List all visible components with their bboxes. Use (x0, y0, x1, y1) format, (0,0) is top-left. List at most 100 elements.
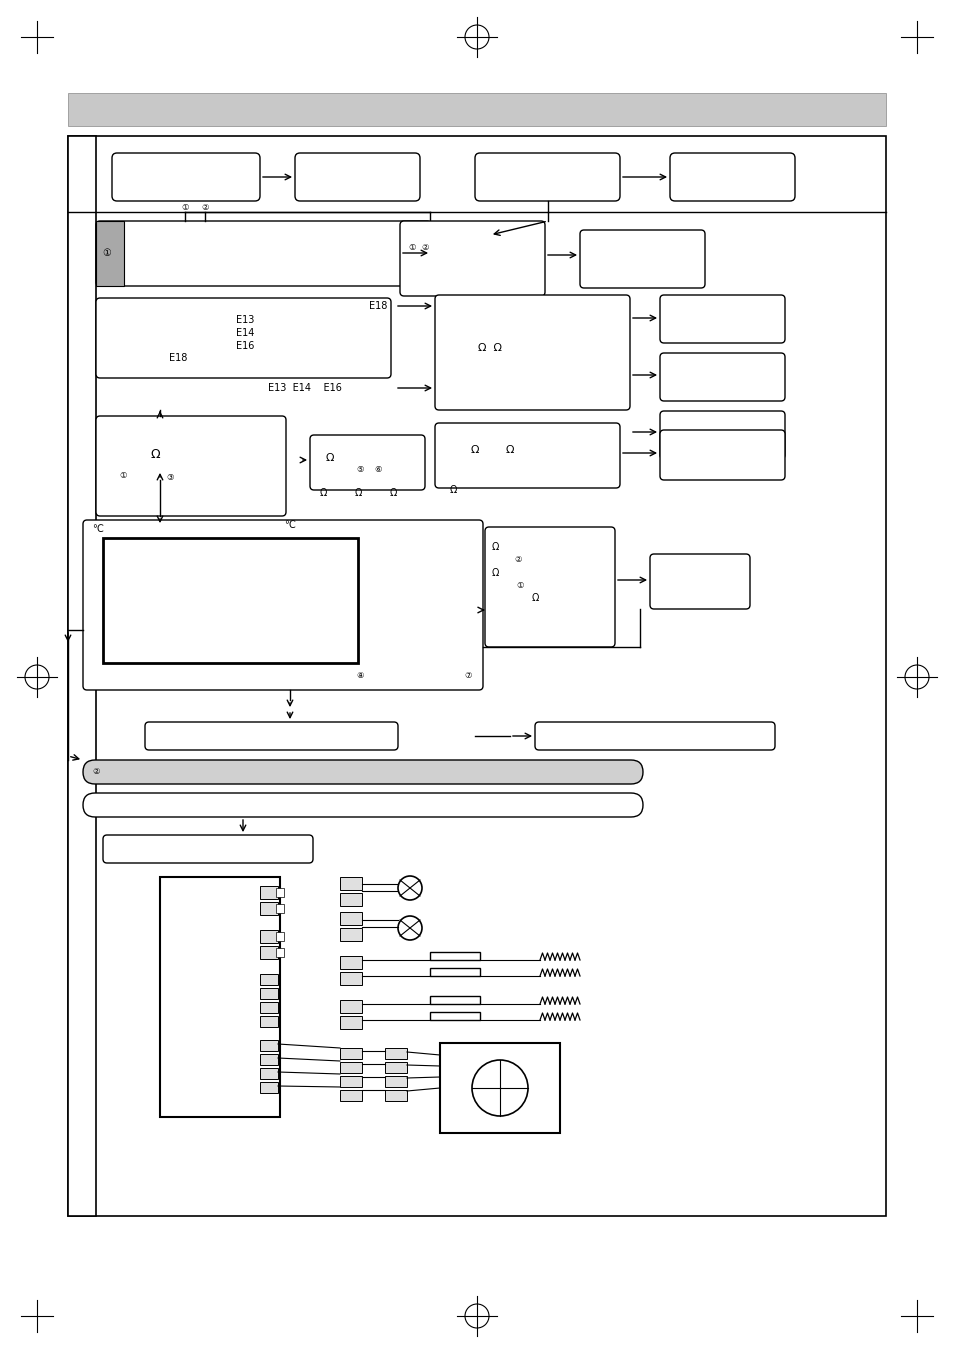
Bar (385, 1062, 407, 1073)
Text: ①: ① (181, 203, 189, 211)
Bar (260, 886, 277, 898)
Text: ①: ① (408, 242, 416, 252)
FancyBboxPatch shape (96, 221, 431, 285)
Bar (339, 912, 361, 925)
Text: ℃: ℃ (284, 520, 295, 530)
Bar (339, 1076, 361, 1086)
FancyBboxPatch shape (659, 295, 784, 344)
Text: ②: ② (92, 767, 100, 777)
FancyBboxPatch shape (579, 230, 704, 288)
FancyBboxPatch shape (659, 411, 784, 459)
FancyBboxPatch shape (435, 423, 619, 488)
Bar (260, 930, 277, 943)
Text: Ω: Ω (470, 445, 478, 455)
Bar (339, 928, 361, 940)
FancyBboxPatch shape (669, 153, 794, 202)
Text: Ω: Ω (505, 445, 514, 455)
FancyBboxPatch shape (659, 353, 784, 400)
Bar (430, 953, 479, 961)
FancyBboxPatch shape (649, 553, 749, 609)
Text: Ω: Ω (449, 484, 456, 495)
Bar (339, 957, 361, 969)
Bar (68, 137, 885, 1216)
Text: E18: E18 (369, 300, 387, 311)
Bar (430, 996, 479, 1004)
Text: E14: E14 (235, 327, 253, 338)
Text: E13  E14    E16: E13 E14 E16 (268, 383, 341, 392)
Bar (275, 904, 284, 913)
Text: Ω: Ω (325, 453, 334, 463)
FancyBboxPatch shape (484, 528, 615, 647)
Text: ②: ② (421, 242, 428, 252)
FancyBboxPatch shape (475, 153, 619, 202)
Text: Ω: Ω (389, 488, 396, 498)
Text: E16: E16 (235, 341, 253, 350)
Bar (260, 1068, 277, 1078)
Text: Ω  Ω: Ω Ω (477, 344, 501, 353)
Text: ℃: ℃ (92, 524, 103, 534)
Bar (260, 1040, 277, 1051)
Text: ⑦: ⑦ (464, 671, 471, 681)
FancyBboxPatch shape (103, 835, 313, 863)
Bar (260, 946, 277, 959)
Bar (385, 1049, 407, 1059)
FancyBboxPatch shape (435, 295, 629, 410)
Bar (339, 893, 361, 907)
Text: Ω: Ω (491, 568, 498, 578)
Bar (339, 1016, 361, 1030)
FancyBboxPatch shape (112, 153, 260, 202)
Text: E18: E18 (169, 353, 187, 363)
Bar (430, 967, 479, 976)
Text: Ω: Ω (491, 543, 498, 552)
Bar (275, 888, 284, 897)
FancyBboxPatch shape (83, 760, 642, 783)
Text: ②: ② (514, 556, 521, 564)
Text: ①: ① (103, 248, 112, 258)
Bar (275, 948, 284, 957)
Bar (68, 93, 885, 126)
FancyBboxPatch shape (83, 793, 642, 817)
Text: Ω: Ω (150, 448, 160, 461)
Bar (260, 988, 277, 999)
Bar (103, 538, 357, 663)
FancyBboxPatch shape (310, 436, 424, 490)
FancyBboxPatch shape (145, 723, 397, 750)
Bar (339, 1091, 361, 1101)
Text: ③: ③ (166, 474, 173, 483)
Text: Ω: Ω (531, 593, 538, 603)
Bar (339, 877, 361, 890)
Bar (339, 1049, 361, 1059)
Bar (339, 971, 361, 985)
FancyBboxPatch shape (96, 415, 286, 515)
Bar (260, 1082, 277, 1093)
Text: ⑤: ⑤ (355, 465, 363, 475)
FancyBboxPatch shape (535, 723, 774, 750)
Text: Ω: Ω (354, 488, 361, 498)
Text: Ω: Ω (319, 488, 326, 498)
Bar (68, 137, 96, 1216)
Text: ①: ① (119, 471, 127, 479)
Text: ⑥: ⑥ (374, 465, 381, 475)
FancyBboxPatch shape (96, 298, 391, 377)
Bar (260, 1054, 277, 1065)
Bar (260, 902, 277, 915)
Bar (385, 1091, 407, 1101)
FancyBboxPatch shape (659, 430, 784, 480)
Text: ②: ② (201, 203, 209, 211)
Text: E13: E13 (235, 315, 253, 325)
Bar (430, 1012, 479, 1020)
Bar (339, 1062, 361, 1073)
Bar (260, 1003, 277, 1013)
Bar (275, 932, 284, 940)
Bar (385, 1076, 407, 1086)
FancyBboxPatch shape (399, 221, 544, 296)
Bar (439, 1043, 559, 1132)
Bar (260, 1016, 277, 1027)
Text: ⑧: ⑧ (355, 671, 363, 681)
Text: ①: ① (516, 580, 523, 590)
Bar (160, 877, 280, 1118)
FancyBboxPatch shape (294, 153, 419, 202)
Bar (339, 1000, 361, 1013)
Bar (260, 974, 277, 985)
FancyBboxPatch shape (83, 520, 482, 690)
